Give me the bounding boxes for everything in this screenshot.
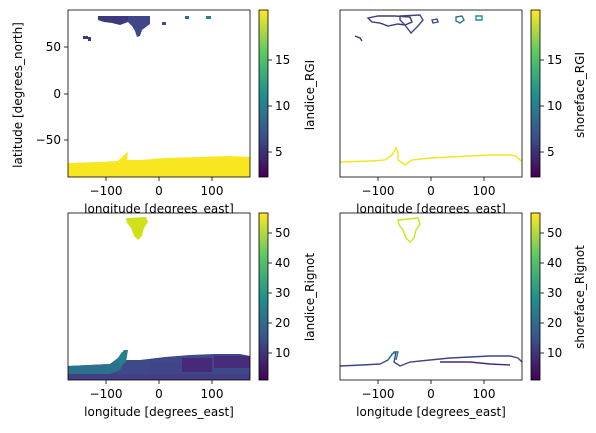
x-tick-label: −100 bbox=[90, 184, 123, 198]
x-tick-label: 0 bbox=[155, 184, 163, 198]
region-greenland bbox=[126, 217, 148, 240]
region-svalbard-shoreline bbox=[455, 15, 465, 24]
plot-area bbox=[340, 213, 522, 380]
region-antarctic-peninsula-shoreline bbox=[387, 351, 399, 361]
colorbar-tick-label: 5 bbox=[275, 145, 283, 159]
colorbar-tick-label: 20 bbox=[275, 316, 290, 330]
region-greenland bbox=[128, 16, 150, 37]
colorbar-label: landice_RGI bbox=[303, 60, 317, 130]
region-alaska bbox=[83, 36, 88, 39]
region-alaska-shoreline bbox=[354, 35, 363, 42]
colorbar-gradient bbox=[530, 212, 541, 381]
heatmap-cells bbox=[68, 16, 250, 177]
x-tick-label: 100 bbox=[473, 184, 496, 198]
region-russia-shoreline bbox=[475, 15, 483, 21]
colorbar: 10 20 30 40 50 shoreface_Rignot bbox=[530, 212, 587, 381]
colorbar-tick-label: 10 bbox=[275, 99, 290, 113]
panel-landice-rgi: 50 0 −50 latitude [degrees_north] −100 0… bbox=[11, 9, 317, 216]
colorbar-tick-label: 15 bbox=[547, 53, 562, 67]
colorbar: 5 10 15 shoreface_RGI bbox=[530, 9, 587, 178]
colorbar-tick-label: 15 bbox=[275, 53, 290, 67]
x-tick-label: 0 bbox=[427, 184, 435, 198]
x-tick-label: 100 bbox=[201, 387, 224, 401]
x-tick-label: 100 bbox=[201, 184, 224, 198]
region-greenland-shoreline bbox=[397, 217, 421, 243]
region-antarctic-shoreline bbox=[339, 146, 523, 166]
region-antarctic-shoreline-sector bbox=[440, 361, 511, 366]
y-tick-label: 0 bbox=[53, 87, 61, 101]
x-axis-label: longitude [degrees_east] bbox=[84, 405, 234, 419]
x-axis: −100 0 100 longitude [degrees_east] bbox=[356, 177, 506, 216]
heatmap-cells bbox=[68, 217, 250, 380]
region-antarctic-peninsula bbox=[118, 350, 128, 366]
colorbar-tick-label: 50 bbox=[275, 226, 290, 240]
region-alaska-2 bbox=[88, 37, 91, 41]
heatmap-cells bbox=[339, 14, 523, 166]
x-tick-label: −100 bbox=[362, 184, 395, 198]
region-east-antarctica-sector bbox=[150, 362, 180, 372]
colorbar: 10 20 30 40 50 landice_Rignot bbox=[258, 212, 317, 381]
region-east-antarctica-sector bbox=[214, 356, 250, 368]
x-axis-label: longitude [degrees_east] bbox=[84, 202, 234, 216]
colorbar-label: landice_Rignot bbox=[303, 253, 317, 341]
region-iceland-shoreline bbox=[431, 18, 439, 24]
colorbar-tick-label: 10 bbox=[275, 346, 290, 360]
colorbar-tick-label: 20 bbox=[547, 316, 562, 330]
colorbar-tick-label: 50 bbox=[547, 226, 562, 240]
x-tick-label: 0 bbox=[427, 387, 435, 401]
x-axis: −100 0 100 longitude [degrees_east] bbox=[356, 380, 506, 419]
region-svalbard bbox=[185, 16, 189, 19]
x-axis: −100 0 100 longitude [degrees_east] bbox=[84, 380, 234, 419]
colorbar-label: shoreface_RGI bbox=[573, 52, 587, 138]
heatmap-cells bbox=[339, 217, 523, 367]
region-antarctic-shoreline bbox=[339, 350, 523, 367]
x-axis: −100 0 100 longitude [degrees_east] bbox=[84, 177, 234, 216]
x-tick-label: −100 bbox=[90, 387, 123, 401]
y-axis-label: latitude [degrees_north] bbox=[11, 22, 25, 168]
panel-landice-rignot: −100 0 100 longitude [degrees_east] 10 2… bbox=[67, 212, 317, 419]
colorbar-tick-label: 40 bbox=[547, 256, 562, 270]
colorbar-tick-label: 40 bbox=[275, 256, 290, 270]
colorbar-tick-label: 30 bbox=[275, 286, 290, 300]
colorbar-tick-label: 30 bbox=[547, 286, 562, 300]
x-tick-label: −100 bbox=[362, 387, 395, 401]
colorbar-tick-label: 10 bbox=[547, 346, 562, 360]
colorbar-gradient bbox=[258, 212, 269, 381]
region-east-antarctica-sector bbox=[182, 358, 212, 372]
region-russia bbox=[206, 16, 211, 19]
x-tick-label: 0 bbox=[155, 387, 163, 401]
y-tick-label: −50 bbox=[36, 133, 61, 147]
region-antarctica bbox=[68, 152, 250, 177]
region-iceland bbox=[162, 22, 166, 25]
panel-shoreface-rgi: −100 0 100 longitude [degrees_east] 5 10… bbox=[339, 9, 587, 216]
colorbar-tick-label: 10 bbox=[547, 99, 562, 113]
plot-area bbox=[68, 213, 250, 380]
plot-area bbox=[68, 10, 250, 177]
colorbar-tick-label: 5 bbox=[547, 145, 555, 159]
x-axis-label: longitude [degrees_east] bbox=[356, 202, 506, 216]
x-tick-label: 100 bbox=[473, 387, 496, 401]
colorbar-label: shoreface_Rignot bbox=[573, 245, 587, 349]
y-tick-label: 50 bbox=[46, 40, 61, 54]
colorbar-gradient bbox=[530, 9, 541, 178]
region-east-antarctica-sector bbox=[68, 374, 250, 380]
panel-shoreface-rignot: −100 0 100 longitude [degrees_east] 10 2… bbox=[339, 212, 587, 419]
plot-area bbox=[340, 10, 522, 177]
x-axis-label: longitude [degrees_east] bbox=[356, 405, 506, 419]
region-greenland-shoreline bbox=[399, 14, 424, 35]
colorbar: 5 10 15 landice_RGI bbox=[258, 9, 317, 178]
colorbar-gradient bbox=[258, 9, 269, 178]
region-west-antarctica bbox=[68, 352, 124, 376]
y-axis: 50 0 −50 latitude [degrees_north] bbox=[11, 22, 68, 168]
